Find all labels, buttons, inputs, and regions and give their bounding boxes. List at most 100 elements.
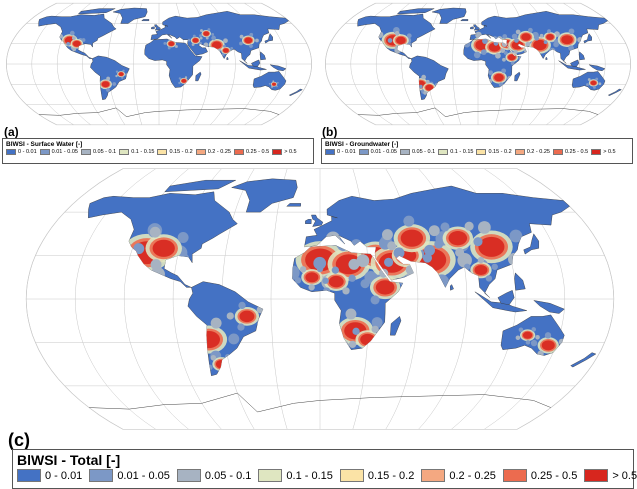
stress-speckle bbox=[336, 238, 350, 251]
land-newZealand bbox=[288, 88, 303, 96]
land-newGuinea bbox=[588, 64, 606, 72]
legend-title-a: BlWSI - Surface Water [-] bbox=[6, 141, 83, 148]
land-sriLanka bbox=[545, 56, 548, 61]
stress-speckle bbox=[488, 70, 493, 76]
stress-speckle bbox=[394, 293, 404, 303]
stress-speckle bbox=[192, 34, 196, 38]
land-sriLanka bbox=[226, 56, 229, 61]
stress-speckle bbox=[239, 41, 243, 46]
stress-patch bbox=[590, 80, 597, 86]
stress-speckle bbox=[223, 38, 228, 44]
stress-speckle bbox=[66, 41, 71, 46]
stress-speckle bbox=[393, 247, 405, 259]
land-southAmerica bbox=[187, 281, 264, 377]
stress-speckle bbox=[199, 41, 202, 45]
stress-speckle bbox=[348, 274, 356, 282]
stress-speckle bbox=[69, 30, 75, 36]
land-newGuinea bbox=[533, 300, 565, 314]
stress-patch bbox=[474, 265, 488, 276]
legend-item: 0.01 - 0.05 bbox=[89, 469, 170, 482]
legend-label: 0.1 - 0.15 bbox=[131, 149, 155, 155]
land-northAmerica bbox=[38, 13, 117, 59]
stress-speckle bbox=[547, 29, 551, 33]
legend-label: 0.15 - 0.2 bbox=[169, 149, 193, 155]
legend-label: 0.15 - 0.2 bbox=[367, 469, 415, 482]
stress-speckle bbox=[205, 36, 209, 40]
stress-speckle bbox=[345, 308, 357, 320]
map-outline bbox=[325, 2, 631, 126]
legend-swatch bbox=[157, 149, 168, 155]
legend-item: 0.01 - 0.05 bbox=[39, 149, 78, 155]
legend-title-b: BlWSI - Groundwater [-] bbox=[325, 141, 399, 148]
stress-speckle bbox=[508, 252, 521, 266]
stress-patch bbox=[197, 330, 220, 349]
panel-label-b: (b) bbox=[322, 125, 338, 139]
land-southAmerica bbox=[409, 55, 449, 101]
stress-speckle bbox=[568, 28, 575, 35]
stress-patch bbox=[181, 79, 187, 83]
legend-item: 0.25 - 0.5 bbox=[233, 149, 269, 155]
legend-item: 0.05 - 0.1 bbox=[80, 149, 116, 155]
legend-swatch bbox=[233, 149, 244, 155]
stress-patch bbox=[507, 54, 516, 61]
stress-speckle bbox=[553, 41, 559, 48]
legend-swatch bbox=[399, 149, 410, 155]
legend-label: 0.01 - 0.05 bbox=[117, 469, 170, 482]
stress-speckle bbox=[548, 47, 556, 55]
stress-speckle bbox=[115, 74, 118, 78]
stress-speckle bbox=[231, 363, 237, 369]
legend-items-a: 0 - 0.01 0.01 - 0.05 0.05 - 0.1 0.1 - 0.15 0… bbox=[6, 149, 310, 155]
legend-item: 0.25 - 0.5 bbox=[502, 469, 577, 482]
legend-label: 0.25 - 0.5 bbox=[564, 149, 589, 155]
stress-patch bbox=[533, 39, 547, 51]
legend-label: > 0.5 bbox=[284, 149, 297, 155]
stress-speckle bbox=[485, 275, 493, 282]
stress-speckle bbox=[188, 79, 191, 83]
stress-patch bbox=[360, 333, 376, 346]
stress-patch bbox=[244, 37, 253, 44]
stress-speckle bbox=[210, 49, 216, 55]
stress-speckle bbox=[544, 332, 552, 339]
legend-label: 0.01 - 0.05 bbox=[51, 149, 78, 155]
stress-speckle bbox=[272, 80, 275, 83]
antarctica-coast bbox=[89, 392, 551, 413]
stress-speckle bbox=[587, 78, 591, 81]
stress-speckle bbox=[502, 34, 508, 39]
legend-item: 0.05 - 0.1 bbox=[176, 469, 251, 482]
stress-patch bbox=[425, 84, 434, 91]
stress-speckle bbox=[498, 82, 504, 88]
legend-label: > 0.5 bbox=[603, 149, 616, 155]
stress-speckle bbox=[525, 41, 531, 47]
stress-speckle bbox=[207, 28, 211, 31]
panel-label-c: (c) bbox=[8, 430, 30, 450]
stress-speckle bbox=[322, 277, 329, 284]
legend-swatch bbox=[476, 149, 487, 155]
stress-patch bbox=[375, 280, 395, 295]
legend-item: > 0.5 bbox=[272, 149, 297, 155]
stress-speckle bbox=[394, 31, 400, 36]
legend-label: 0 - 0.01 bbox=[18, 149, 37, 155]
stress-speckle bbox=[534, 35, 540, 41]
land-iceland bbox=[286, 203, 302, 207]
legend-item: 0.2 - 0.25 bbox=[514, 149, 550, 155]
stress-speckle bbox=[421, 74, 427, 80]
stress-patch bbox=[400, 229, 424, 247]
stress-speckle bbox=[381, 229, 393, 241]
stress-speckle bbox=[316, 265, 324, 273]
legend-label: 0.1 - 0.15 bbox=[450, 149, 474, 155]
legend-surface-water: BlWSI - Surface Water [-] 0 - 0.01 0.01 -… bbox=[2, 138, 314, 164]
legend-swatch bbox=[258, 469, 283, 482]
legend-item: 0.1 - 0.15 bbox=[438, 149, 473, 155]
panel-label-a: (a) bbox=[4, 125, 19, 139]
stress-speckle bbox=[218, 48, 221, 52]
stress-patch bbox=[546, 34, 554, 40]
stress-speckle bbox=[376, 31, 384, 39]
stress-speckle bbox=[515, 335, 521, 341]
land-australia bbox=[571, 71, 606, 91]
stress-speckle bbox=[440, 222, 450, 232]
legend-item: 0.2 - 0.25 bbox=[421, 469, 496, 482]
stress-speckle bbox=[405, 265, 415, 275]
legend-groundwater: BlWSI - Groundwater [-] 0 - 0.01 0.01 - 0… bbox=[321, 138, 633, 164]
stress-speckle bbox=[371, 325, 379, 333]
stress-speckle bbox=[184, 76, 188, 79]
